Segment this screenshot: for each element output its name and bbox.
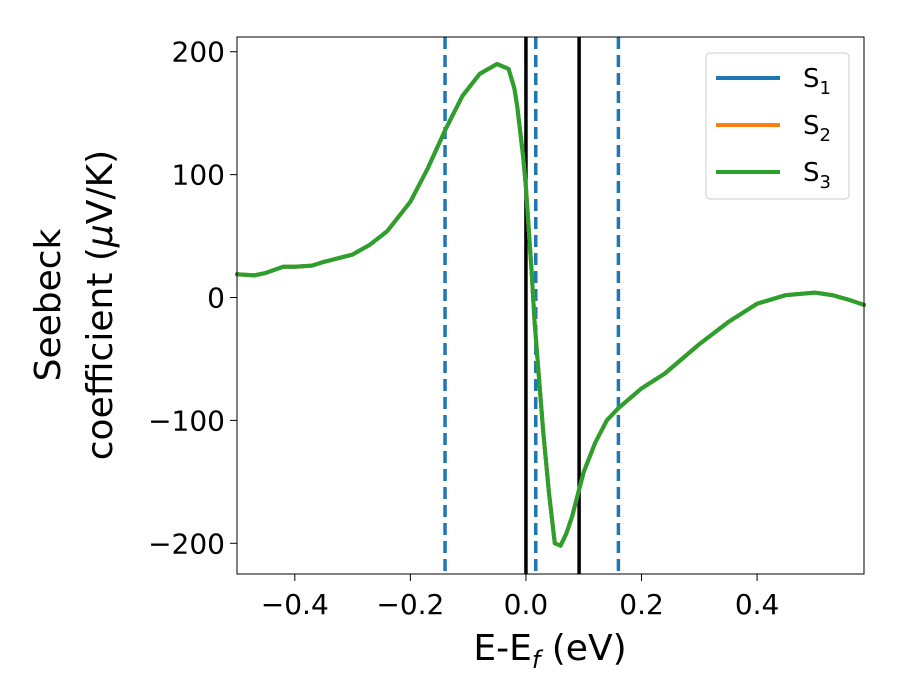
x-axis-label: E-Ef (eV)	[473, 628, 626, 674]
x-tick-label: −0.2	[376, 588, 444, 621]
x-tick-label: 0.2	[619, 588, 664, 621]
y-axis-label-line2: coefficient (μV/K)	[80, 150, 121, 460]
y-tick-label: 100	[172, 159, 225, 192]
series-line-3	[235, 62, 866, 548]
y-axis-label-line1: Seebeck	[28, 228, 69, 381]
y-tick-label: 0	[207, 282, 225, 315]
series-lines	[235, 62, 866, 548]
y-tick-label: 200	[172, 36, 225, 69]
y-axis-ticks: −200 −100 0 100 200	[148, 36, 237, 560]
x-axis-ticks: −0.4 −0.2 0.0 0.2 0.4	[261, 574, 780, 621]
legend-label-2: S2	[803, 111, 831, 146]
legend-label-1: S1	[803, 64, 831, 99]
y-axis-label: Seebeck coefficient (μV/K)	[28, 150, 121, 460]
x-tick-label: −0.4	[261, 588, 329, 621]
y-tick-label: −200	[148, 527, 225, 560]
legend: S1 S2 S3	[705, 52, 850, 200]
y-tick-label: −100	[148, 404, 225, 437]
plot-frame	[236, 36, 865, 575]
x-tick-label: 0.4	[735, 588, 780, 621]
x-tick-label: 0.0	[504, 588, 549, 621]
legend-label-3: S3	[803, 158, 831, 193]
